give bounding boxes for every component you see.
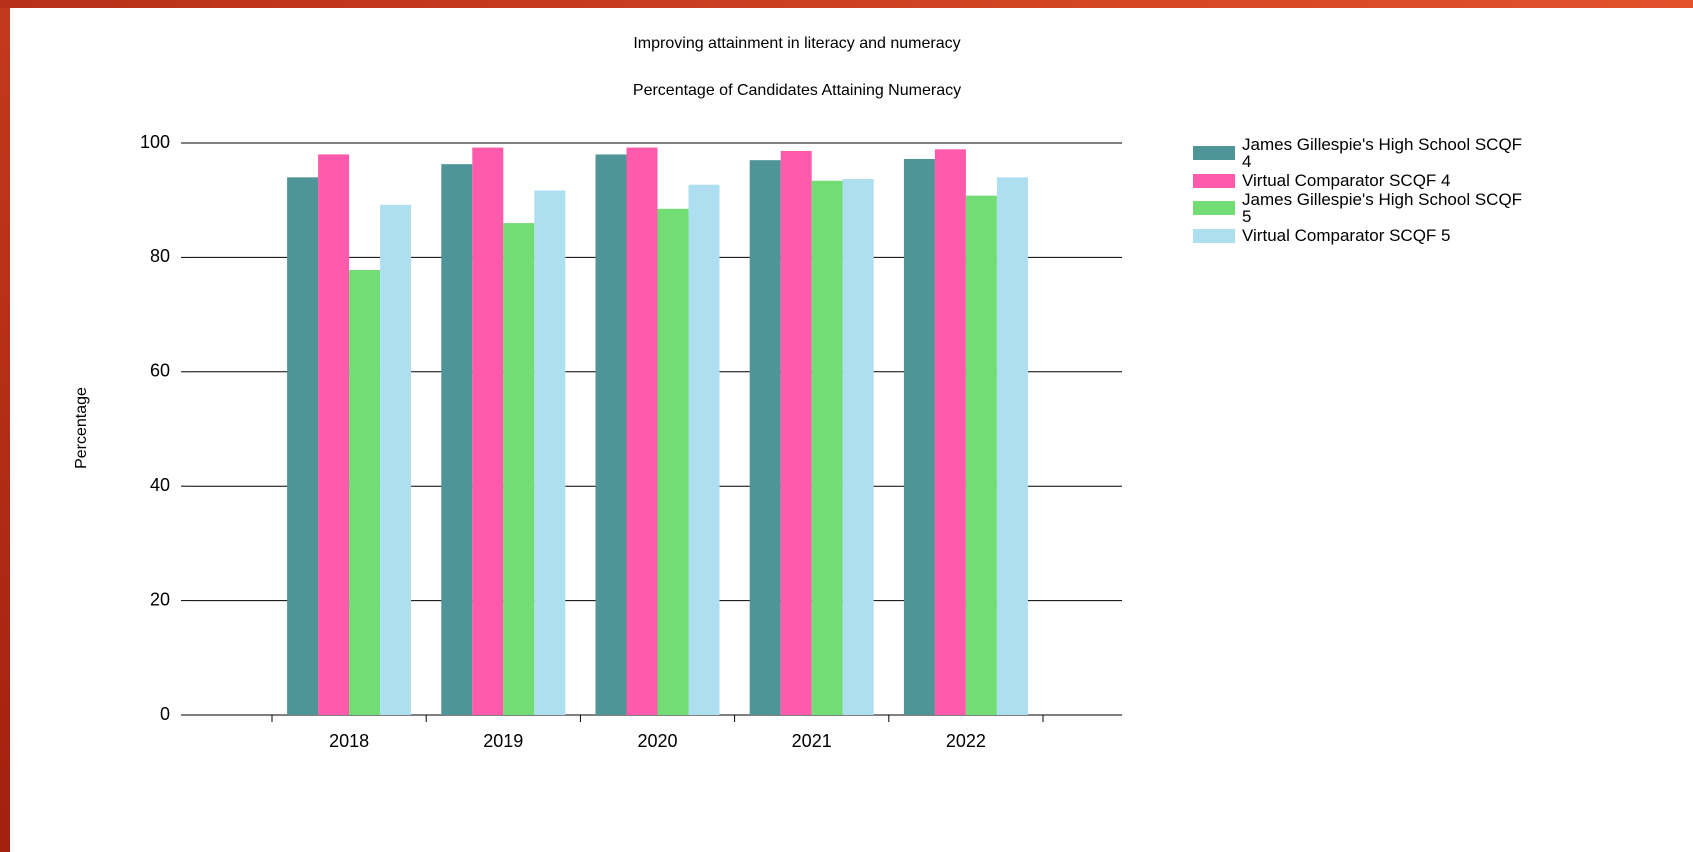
bar	[349, 269, 381, 715]
bar	[503, 223, 535, 715]
x-tick-label: 2021	[792, 731, 832, 751]
x-tick-label: 2019	[483, 731, 523, 751]
legend-label: James Gillespie's High School SCQF 4	[1242, 135, 1523, 171]
legend-swatch	[1193, 173, 1235, 188]
bar	[534, 190, 566, 715]
bar	[965, 195, 997, 715]
chart-subtitle: Percentage of Candidates Attaining Numer…	[633, 82, 961, 99]
bar	[441, 164, 473, 715]
y-axis-label: Percentage	[73, 387, 90, 469]
legend-label: James Gillespie's High School SCQF 5	[1242, 190, 1523, 226]
bar	[780, 151, 812, 715]
bar	[595, 154, 627, 715]
legend-swatch	[1193, 228, 1235, 243]
bar	[472, 147, 504, 716]
x-tick-label: 2022	[946, 731, 986, 751]
bar	[657, 208, 689, 715]
x-tick-label: 2020	[637, 731, 677, 751]
legend-entry: James Gillespie's High School SCQF 5	[1193, 191, 1533, 225]
bar	[842, 179, 874, 715]
bar	[903, 159, 935, 716]
window-frame	[0, 0, 10, 852]
bar	[318, 154, 350, 715]
y-tick-label: 60	[150, 361, 170, 381]
legend-swatch	[1193, 146, 1235, 160]
bar	[996, 177, 1028, 715]
legend: James Gillespie's High School SCQF 4 Virt…	[1193, 136, 1533, 246]
bar	[749, 160, 781, 715]
y-tick-label: 80	[150, 246, 170, 266]
y-tick-label: 20	[150, 589, 170, 609]
bar	[380, 204, 412, 715]
legend-entry: Virtual Comparator SCQF 4	[1193, 172, 1533, 189]
x-tick-label: 2018	[329, 731, 369, 751]
bar	[688, 184, 720, 716]
y-tick-label: 0	[160, 704, 170, 724]
legend-entry: Virtual Comparator SCQF 5	[1193, 227, 1533, 244]
bar	[934, 149, 966, 716]
window-frame	[0, 0, 1693, 8]
legend-label: Virtual Comparator SCQF 4	[1242, 171, 1451, 190]
bar	[287, 177, 319, 715]
chart-title: Improving attainment in literacy and num…	[633, 35, 960, 52]
legend-swatch	[1193, 201, 1235, 215]
bar	[811, 180, 843, 715]
bar	[626, 147, 658, 716]
y-tick-label: 40	[150, 475, 170, 495]
y-tick-label: 100	[140, 132, 170, 152]
legend-label: Virtual Comparator SCQF 5	[1242, 226, 1451, 245]
legend-entry: James Gillespie's High School SCQF 4	[1193, 136, 1533, 170]
